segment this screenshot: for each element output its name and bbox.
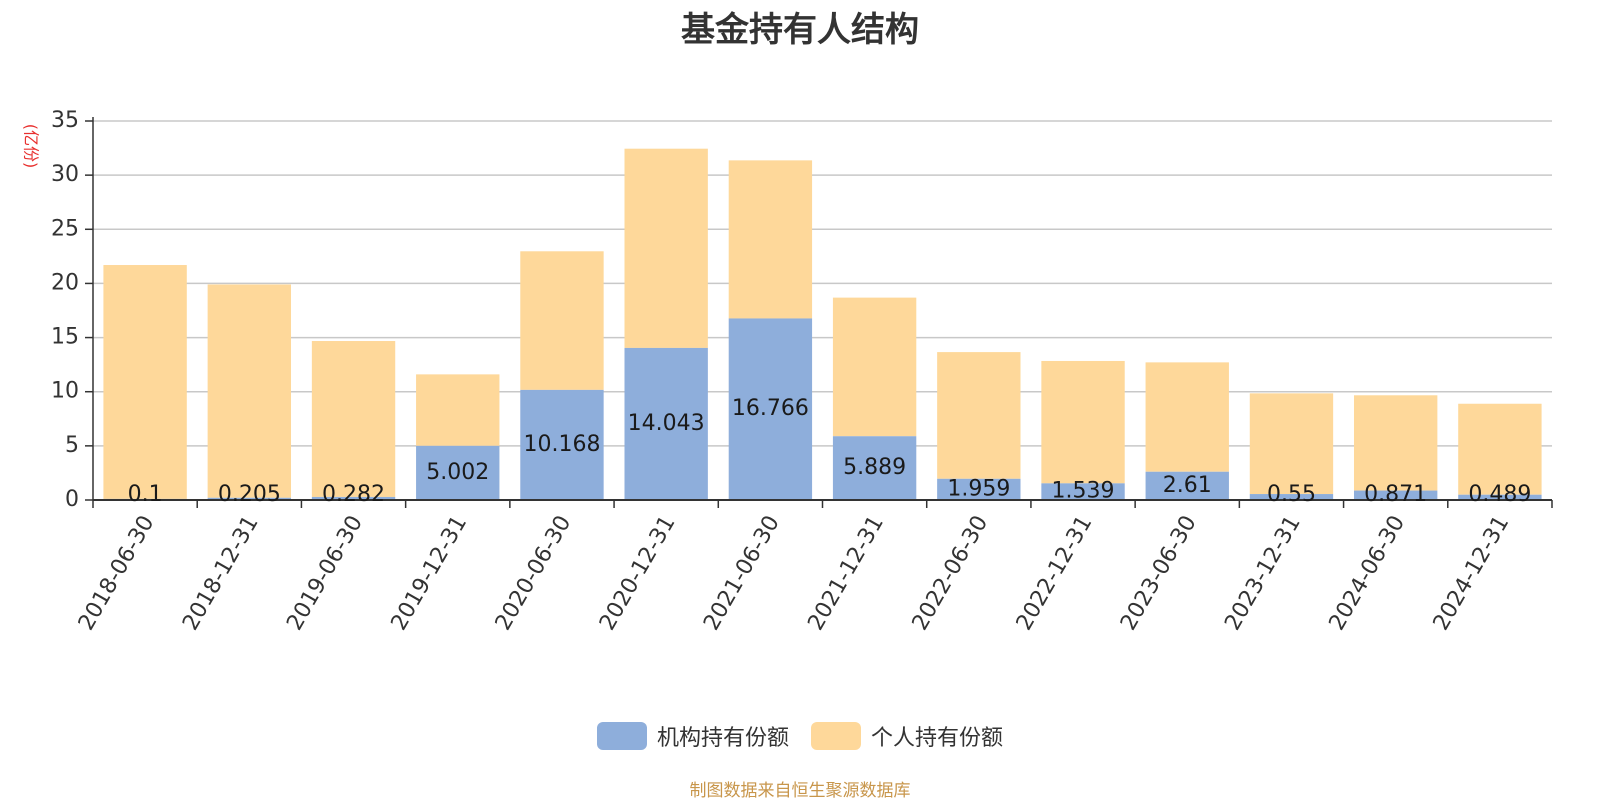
bar-individual	[520, 251, 604, 390]
bar-institutional	[624, 347, 708, 500]
bars	[103, 148, 1542, 500]
source-note: 制图数据来自恒生聚源数据库	[689, 781, 911, 801]
data-label-institutional: 1.959	[947, 476, 1010, 501]
y-axis-unit-label: (亿份)	[22, 124, 41, 169]
y-tick-label: 10	[51, 379, 79, 404]
legend-swatch-individual	[811, 722, 861, 750]
data-label-institutional: 10.168	[523, 432, 600, 457]
chart-title: 基金持有人结构	[681, 10, 919, 50]
data-label-institutional: 5.889	[843, 455, 906, 480]
data-label-institutional: 0.1	[128, 482, 163, 507]
bar-individual	[1041, 360, 1125, 484]
bar-institutional	[1145, 471, 1229, 500]
x-tick-label: 2020-12-31	[595, 512, 681, 635]
x-tick-label: 2018-12-31	[178, 512, 264, 635]
y-tick-label: 5	[65, 433, 79, 458]
y-tick-label: 20	[51, 270, 79, 295]
bar-institutional	[937, 478, 1021, 500]
bar-institutional	[416, 445, 500, 500]
data-label-institutional: 14.043	[628, 411, 705, 436]
x-tick-label: 2021-06-30	[699, 512, 785, 635]
legend-label-individual: 个人持有份额	[871, 726, 1004, 751]
x-tick-label: 2019-12-31	[387, 512, 473, 635]
bar-individual	[103, 265, 187, 499]
x-tick-label: 2022-12-31	[1012, 512, 1098, 635]
bar-individual	[832, 297, 917, 437]
data-label-institutional: 2.61	[1163, 473, 1212, 498]
bar-individual	[311, 341, 396, 497]
data-labels: 0.1 0.205 0.282 5.002 10.168 14.043 16.766 5.88…	[128, 396, 1532, 507]
bar-institutional	[1458, 494, 1542, 500]
y-tick-label: 35	[51, 108, 79, 133]
legend-label-institutional: 机构持有份额	[656, 726, 789, 751]
data-label-institutional: 0.55	[1267, 482, 1316, 507]
bar-individual	[624, 148, 708, 348]
data-label-institutional: 5.002	[426, 460, 489, 485]
legend-item-individual[interactable]: 个人持有份额	[811, 720, 1003, 752]
x-tick-label: 2023-12-31	[1220, 512, 1306, 635]
x-tick-label: 2021-12-31	[803, 512, 889, 635]
bar-individual	[937, 352, 1021, 479]
legend-swatch-institutional	[596, 722, 647, 750]
x-tick-label: 2022-06-30	[908, 512, 994, 635]
x-tick-label: 2024-12-31	[1429, 512, 1515, 635]
data-label-institutional: 1.539	[1052, 479, 1115, 504]
bar-institutional	[832, 436, 917, 500]
legend-item-institutional[interactable]: 机构持有份额	[596, 720, 789, 752]
bar-individual	[207, 284, 292, 498]
y-tick-label: 30	[51, 162, 79, 187]
x-tick-label: 2018-06-30	[74, 512, 160, 635]
bar-individual	[1145, 362, 1229, 472]
y-tick-label: 25	[51, 216, 79, 241]
bar-institutional	[728, 318, 813, 500]
bar-institutional	[207, 497, 292, 500]
y-tick-label: 15	[51, 325, 79, 350]
bar-institutional	[1041, 483, 1125, 500]
bar-institutional	[1249, 494, 1334, 500]
y-tick-label: 0	[65, 487, 79, 512]
data-label-institutional: 0.205	[218, 482, 281, 507]
bar-institutional	[1353, 490, 1438, 500]
bar-individual	[416, 374, 500, 446]
x-tick-label: 2023-06-30	[1116, 512, 1202, 635]
bar-individual	[728, 160, 813, 319]
data-label-institutional: 16.766	[732, 396, 809, 421]
bar-individual	[1249, 393, 1334, 495]
data-label-institutional: 0.871	[1364, 482, 1427, 507]
x-tick-label: 2024-06-30	[1324, 512, 1410, 635]
data-label-institutional: 0.489	[1468, 482, 1531, 507]
x-tick-label: 2019-06-30	[282, 512, 368, 635]
x-tick-label: 2020-06-30	[491, 512, 577, 635]
bar-institutional	[311, 496, 396, 500]
bar-individual	[1353, 395, 1438, 491]
legend: 机构持有份额 个人持有份额	[0, 720, 1600, 752]
data-label-institutional: 0.282	[322, 482, 385, 507]
bar-individual	[1458, 403, 1542, 495]
bar-institutional	[520, 389, 604, 500]
